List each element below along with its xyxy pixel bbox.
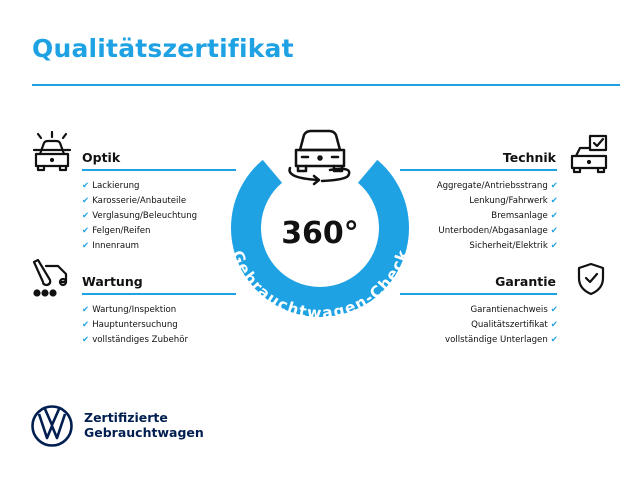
section-title-technik: Technik bbox=[502, 150, 556, 165]
wartung-list: Wartung/Inspektion Hauptuntersuchung vol… bbox=[82, 303, 188, 348]
list-item: Garantienachweis bbox=[445, 303, 558, 318]
car-lights-icon bbox=[32, 130, 72, 172]
list-item: Lenkung/Fahrwerk bbox=[437, 194, 558, 209]
garantie-list: Garantienachweis Qualitätszertifikat vol… bbox=[445, 303, 558, 348]
service-tools-icon bbox=[32, 258, 68, 297]
ring-arc bbox=[231, 159, 409, 317]
certified-line2: Gebrauchtwagen bbox=[84, 425, 204, 440]
car-rotate-icon bbox=[288, 129, 351, 186]
list-item: Hauptuntersuchung bbox=[82, 318, 188, 333]
list-item: Felgen/Reifen bbox=[82, 224, 197, 239]
shield-check-icon bbox=[577, 262, 605, 296]
section-divider bbox=[400, 293, 557, 295]
certified-label: Zertifizierte Gebrauchtwagen bbox=[84, 410, 204, 440]
list-item: vollständiges Zubehör bbox=[82, 333, 188, 348]
list-item: Innenraum bbox=[82, 239, 197, 254]
car-checklist-icon bbox=[570, 134, 608, 174]
list-item: Verglasung/Beleuchtung bbox=[82, 209, 197, 224]
section-title-wartung: Wartung bbox=[82, 274, 143, 289]
list-item: Wartung/Inspektion bbox=[82, 303, 188, 318]
360-text: 360° bbox=[281, 216, 359, 251]
360-check-ring: Gebrauchtwagen-Check 360° bbox=[228, 129, 412, 320]
list-item: vollständige Unterlagen bbox=[445, 333, 558, 348]
list-item: Qualitätszertifikat bbox=[445, 318, 558, 333]
section-divider bbox=[400, 169, 557, 171]
page-title: Qualitätszertifikat bbox=[32, 34, 294, 63]
list-item: Lackierung bbox=[82, 179, 197, 194]
list-item: Bremsanlage bbox=[437, 209, 558, 224]
technik-list: Aggregate/Antriebsstrang Lenkung/Fahrwer… bbox=[437, 179, 558, 254]
list-item: Aggregate/Antriebsstrang bbox=[437, 179, 558, 194]
title-divider bbox=[32, 84, 620, 86]
list-item: Unterboden/Abgasanlage bbox=[437, 224, 558, 239]
optik-list: Lackierung Karosserie/Anbauteile Verglas… bbox=[82, 179, 197, 254]
section-title-garantie: Garantie bbox=[495, 274, 556, 289]
section-divider bbox=[82, 293, 236, 295]
certified-line1: Zertifizierte bbox=[84, 410, 168, 425]
list-item: Sicherheit/Elektrik bbox=[437, 239, 558, 254]
section-title-optik: Optik bbox=[82, 150, 121, 165]
vw-logo bbox=[31, 405, 73, 447]
section-divider bbox=[82, 169, 236, 171]
list-item: Karosserie/Anbauteile bbox=[82, 194, 197, 209]
